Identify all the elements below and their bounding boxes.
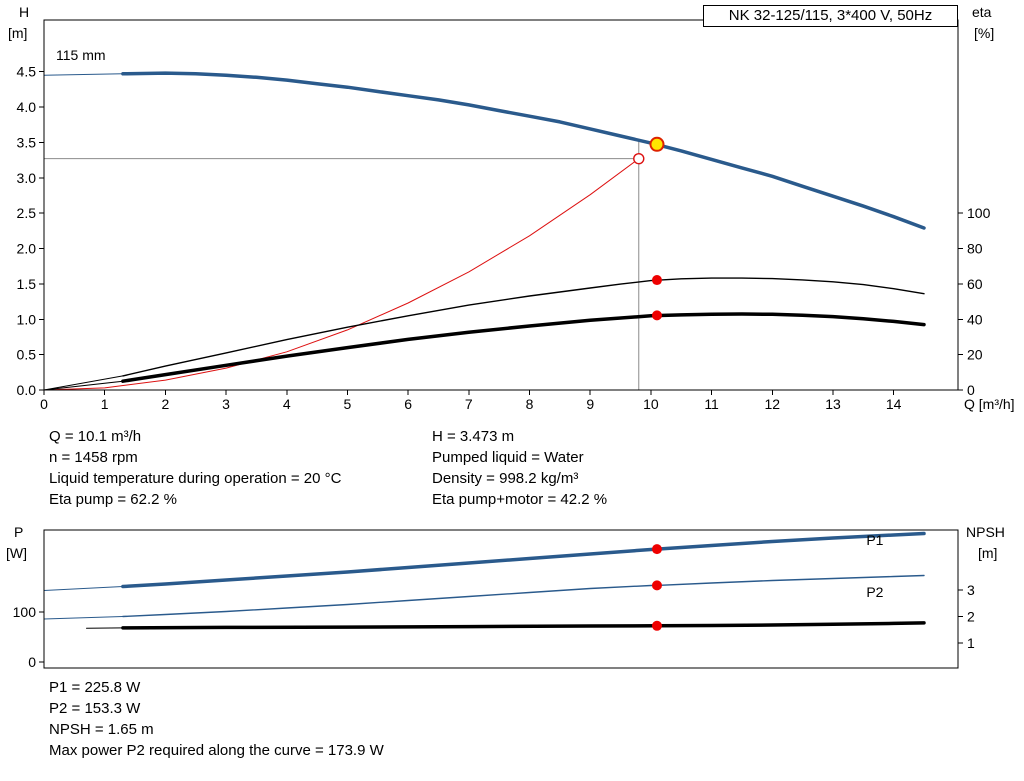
eta-pump-curve-lead	[43, 375, 124, 391]
info-max-power: Max power P2 required along the curve = …	[49, 742, 384, 759]
info-temperature: Liquid temperature during operation = 20…	[49, 470, 342, 487]
eta-pump-curve	[122, 277, 925, 377]
impeller-diameter-label: 115 mm	[56, 47, 106, 63]
info-density: Density = 998.2 kg/m³	[432, 470, 579, 487]
p2-power-curve	[122, 574, 925, 618]
head-curve-115mm-lead	[43, 73, 124, 76]
right-tick-label: 80	[967, 241, 983, 257]
curve-duty-dot	[651, 310, 662, 321]
left-tick-label: 0	[28, 654, 36, 670]
left-tick-label: 1.5	[17, 276, 37, 292]
x-tick-label: 2	[161, 396, 169, 412]
x-tick-label: 14	[886, 396, 902, 412]
left-tick-label: 4.0	[17, 99, 37, 115]
left-tick-label: 0.0	[17, 382, 37, 398]
left-tick-label: 2.5	[17, 205, 37, 221]
p2-power-curve-lead	[43, 616, 124, 620]
x-tick-label: 4	[283, 396, 291, 412]
eta-pump-motor-curve	[121, 312, 926, 383]
h-axis-label: H	[19, 4, 30, 20]
left-tick-label: 3.5	[17, 134, 37, 150]
curve-duty-dot	[651, 580, 662, 591]
duty-point-marker[interactable]	[649, 136, 665, 152]
pump-title-box: NK 32-125/115, 3*400 V, 50Hz	[703, 5, 958, 27]
left-tick-label: 0.5	[17, 347, 37, 363]
npsh-curve	[121, 621, 926, 630]
curve-label-p2: P2	[866, 584, 883, 600]
p-axis-label: P	[14, 524, 24, 540]
system-resulting-curve	[43, 158, 640, 391]
head-curve-115mm	[121, 71, 926, 230]
right-tick-label: 0	[967, 382, 975, 398]
right-tick-label: 60	[967, 276, 983, 292]
power-chart-frame	[43, 529, 959, 669]
x-tick-label: 3	[222, 396, 230, 412]
p1-power-curve-lead	[43, 586, 124, 591]
info-p2: P2 = 153.3 W	[49, 700, 141, 717]
left-tick-label: 3.0	[17, 170, 37, 186]
right-tick-label: 1	[967, 635, 975, 651]
info-speed: n = 1458 rpm	[49, 449, 138, 466]
left-tick-label: 4.5	[17, 64, 37, 80]
right-tick-label: 20	[967, 347, 983, 363]
right-tick-label: 100	[967, 205, 991, 221]
info-eta-total: Eta pump+motor = 42.2 %	[432, 491, 608, 508]
npsh-axis-unit: [m]	[978, 545, 998, 561]
q-axis-label: Q [m³/h]	[964, 396, 1015, 412]
info-eta-pump: Eta pump = 62.2 %	[49, 491, 177, 508]
x-tick-label: 13	[825, 396, 841, 412]
info-p1: P1 = 225.8 W	[49, 679, 141, 696]
left-tick-label: 1.0	[17, 311, 37, 327]
curve-duty-dot	[651, 620, 662, 631]
eta-axis-unit: [%]	[974, 25, 995, 41]
info-flow: Q = 10.1 m³/h	[49, 428, 142, 445]
curve-duty-dot	[651, 544, 662, 555]
p1-power-curve	[121, 531, 926, 589]
requested-duty-point-marker[interactable]	[633, 152, 645, 165]
info-npsh: NPSH = 1.65 m	[49, 721, 154, 738]
x-tick-label: 11	[704, 396, 719, 412]
info-head: H = 3.473 m	[432, 428, 515, 445]
left-tick-label: 100	[13, 604, 37, 620]
eta-axis-label: eta	[972, 4, 992, 20]
x-tick-label: 6	[404, 396, 412, 412]
x-tick-label: 7	[465, 396, 473, 412]
x-tick-label: 10	[643, 396, 659, 412]
h-axis-unit: [m]	[8, 25, 28, 41]
x-tick-label: 8	[526, 396, 534, 412]
x-tick-label: 12	[764, 396, 780, 412]
curve-duty-dot	[651, 275, 662, 286]
npsh-axis-label: NPSH	[966, 524, 1005, 540]
left-tick-label: 2.0	[17, 241, 37, 257]
p-axis-unit: [W]	[6, 545, 27, 561]
qh-chart-frame	[43, 19, 959, 391]
right-tick-label: 40	[967, 311, 983, 327]
x-tick-label: 5	[344, 396, 352, 412]
curve-label-p1: P1	[866, 532, 883, 548]
x-tick-label: 1	[101, 396, 109, 412]
info-liquid: Pumped liquid = Water	[432, 449, 584, 466]
right-tick-label: 2	[967, 609, 975, 625]
x-tick-label: 0	[40, 396, 48, 412]
eta-pump-motor-curve-lead	[43, 380, 124, 391]
right-tick-label: 3	[967, 582, 975, 598]
x-tick-label: 9	[586, 396, 594, 412]
